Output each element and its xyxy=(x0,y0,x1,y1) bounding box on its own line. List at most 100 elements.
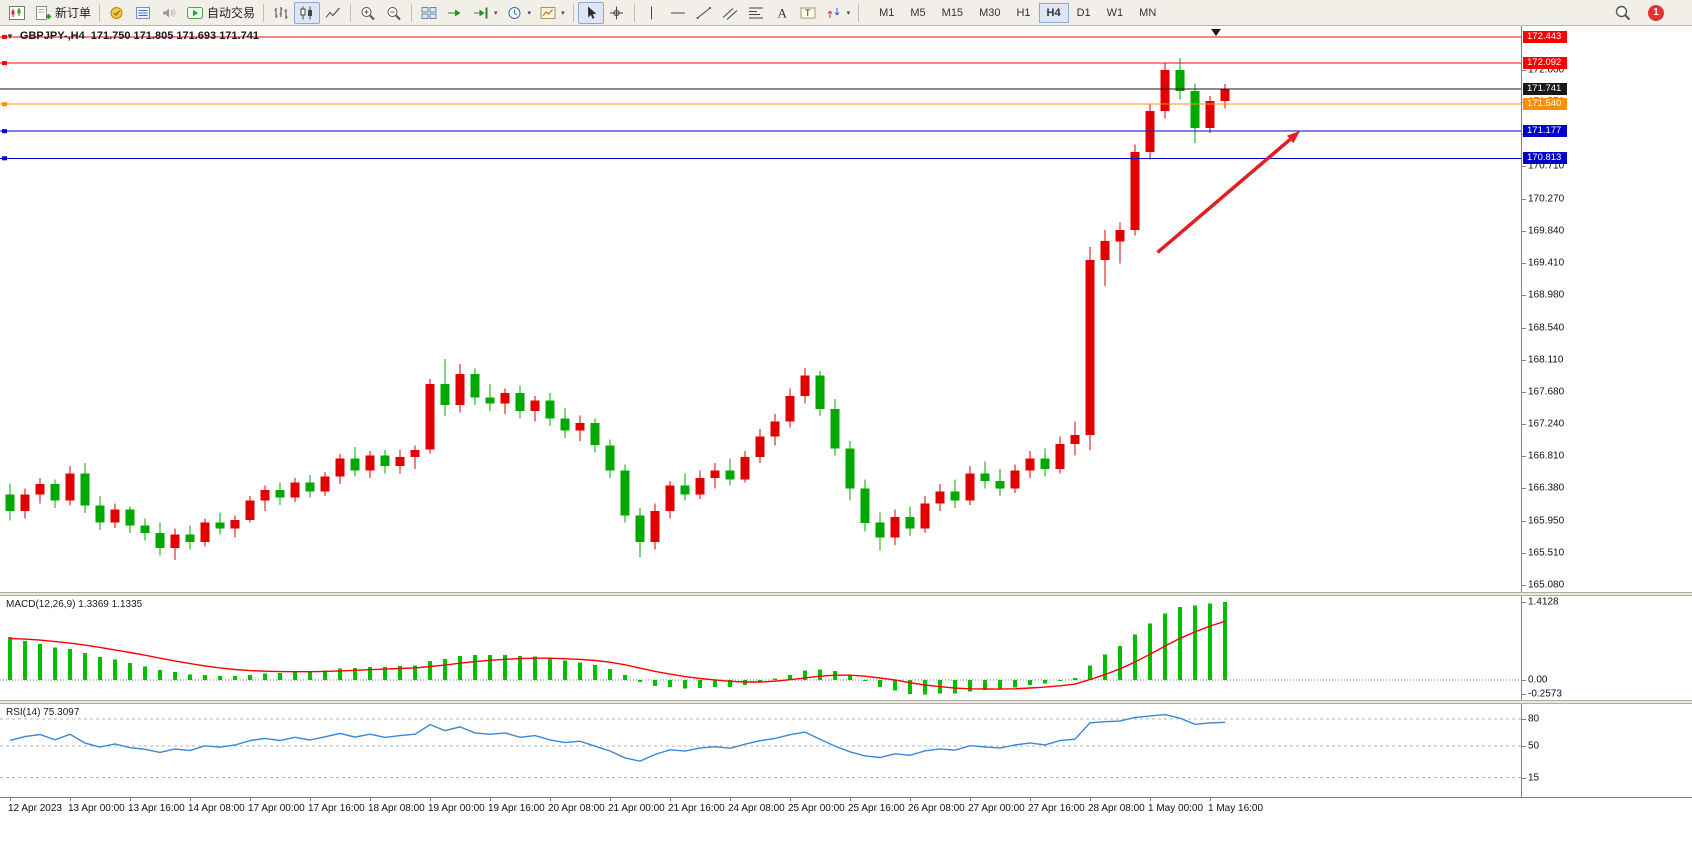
notification-badge[interactable]: 1 xyxy=(1648,4,1664,21)
cursor-icon[interactable] xyxy=(577,1,604,24)
search-icon xyxy=(1614,5,1632,21)
axis-tickmark xyxy=(1522,166,1526,167)
axis-tickmark xyxy=(1522,719,1526,721)
macd-histogram xyxy=(8,601,1227,695)
timeframe-mn[interactable]: MN xyxy=(1139,6,1157,19)
axis-tickmark xyxy=(1522,424,1526,426)
time-tick-label: 20 Apr 08:00 xyxy=(548,803,605,814)
axis-tick-label: 166.810 xyxy=(1528,450,1565,462)
price-axis: 172.000171.570171.140170.710170.270169.8… xyxy=(1521,26,1692,592)
rsi-panel-splitter[interactable] xyxy=(0,700,1692,704)
time-tickmark xyxy=(490,798,491,801)
macd-panel-splitter[interactable] xyxy=(0,592,1692,596)
vertical-line-icon[interactable] xyxy=(639,2,665,24)
horizontal-line-170.813[interactable] xyxy=(0,156,1521,161)
chart-window-icon[interactable] xyxy=(4,2,30,24)
chart-menu-icon[interactable]: ▼ xyxy=(6,31,14,41)
time-tickmark xyxy=(970,798,971,801)
text-icon[interactable]: A xyxy=(769,2,795,24)
autotrading-button[interactable]: 自动交易 xyxy=(182,2,259,24)
main-chart-plot[interactable]: ▼ GBPJPY-,H4 171.750 171.805 171.693 171… xyxy=(0,26,1521,592)
crosshair-icon xyxy=(608,5,626,21)
auto-scroll-icon[interactable] xyxy=(442,2,468,24)
horizontal-line-172.443[interactable] xyxy=(0,34,1521,39)
time-tickmark xyxy=(730,798,731,801)
time-tickmark xyxy=(1150,798,1151,801)
arrows-icon[interactable]: ▾ xyxy=(821,2,855,24)
autotrading-icon xyxy=(186,5,204,21)
fibonacci-icon[interactable] xyxy=(743,2,769,24)
new-order-button[interactable]: 新订单 xyxy=(30,2,95,24)
zoom-in-icon xyxy=(359,5,377,21)
price-line-badge: 171.177 xyxy=(1523,125,1567,138)
candlestick-chart-icon[interactable] xyxy=(294,1,321,24)
time-tick-label: 17 Apr 16:00 xyxy=(308,803,365,814)
axis-tickmark xyxy=(1522,488,1526,490)
axis-tick-label: 50 xyxy=(1528,740,1540,752)
time-tick-label: 26 Apr 08:00 xyxy=(908,803,965,814)
line-chart-icon[interactable] xyxy=(320,2,346,24)
new-order-icon xyxy=(34,5,52,21)
horizontal-line-172.092[interactable] xyxy=(0,61,1521,66)
axis-tickmark xyxy=(1522,746,1526,748)
trend-arrow[interactable] xyxy=(1156,131,1301,254)
svg-text:T: T xyxy=(805,8,811,18)
timeframe-m5[interactable]: M5 xyxy=(910,6,926,19)
time-tick-label: 27 Apr 16:00 xyxy=(1028,803,1085,814)
axis-tickmark xyxy=(1522,777,1526,779)
timeframe-m15[interactable]: M15 xyxy=(941,6,964,19)
axis-tick-label: 172.000 xyxy=(1528,64,1565,76)
tile-windows-icon[interactable] xyxy=(416,2,442,24)
time-axis[interactable]: 12 Apr 2023 13 Apr 00:00 13 Apr 16:00 14 Ap… xyxy=(0,797,1692,854)
chart-shift-marker[interactable] xyxy=(1211,29,1221,36)
timeframe-m30[interactable]: M30 xyxy=(979,6,1001,19)
rsi-axis: 80 50 15 xyxy=(1521,704,1692,797)
horizontal-line-171.177[interactable] xyxy=(0,129,1521,134)
bar-chart-icon[interactable] xyxy=(268,2,294,24)
time-tickmark xyxy=(1030,798,1031,801)
chart-shift-icon[interactable]: ▾ xyxy=(468,2,502,24)
channel-icon[interactable] xyxy=(717,2,743,24)
axis-tick-label: 167.680 xyxy=(1528,386,1565,398)
rsi-panel[interactable]: RSI(14) 75.3097 xyxy=(0,704,1521,797)
arrows-icon xyxy=(825,5,843,21)
axis-tick-label: 15 xyxy=(1528,772,1540,784)
sounds-icon[interactable] xyxy=(156,2,182,24)
toolbar-right: 1 xyxy=(1610,2,1688,24)
timeframe-h1[interactable]: H1 xyxy=(1016,6,1031,19)
dropdown-caret-icon: ▾ xyxy=(846,9,851,17)
horizontal-line-171.540[interactable] xyxy=(0,102,1521,107)
dropdown-caret-icon: ▾ xyxy=(494,9,498,17)
toolbar-separator xyxy=(633,3,635,22)
axis-tickmark xyxy=(1522,553,1526,555)
axis-tickmark xyxy=(1522,391,1526,393)
timeframe-w1[interactable]: W1 xyxy=(1106,6,1124,19)
horizontal-line-icon[interactable] xyxy=(665,2,691,24)
macd-panel[interactable]: MACD(12,26,9) 1.3369 1.1335 xyxy=(0,596,1521,700)
crosshair-icon[interactable] xyxy=(604,2,630,24)
time-tick-label: 14 Apr 08:00 xyxy=(188,803,245,814)
zoom-in-icon[interactable] xyxy=(355,2,381,24)
dropdown-caret-icon: ▾ xyxy=(527,9,532,17)
text-label-icon[interactable]: T xyxy=(795,2,821,24)
price-line-badge: 170.813 xyxy=(1523,152,1567,165)
current-price-badge: 171.741 xyxy=(1523,83,1567,96)
templates-icon[interactable]: ▾ xyxy=(535,2,569,24)
clock-icon[interactable]: ▾ xyxy=(502,2,536,24)
axis-tickmark xyxy=(1522,601,1526,603)
depth-of-market-icon[interactable] xyxy=(130,2,156,24)
axis-tickmark xyxy=(1522,294,1526,296)
trendline-icon[interactable] xyxy=(691,2,717,24)
zoom-out-icon[interactable] xyxy=(381,2,407,24)
axis-tick-label: 166.380 xyxy=(1528,482,1565,494)
time-tick-label: 1 May 16:00 xyxy=(1208,803,1264,814)
axis-tick-label: 80 xyxy=(1528,713,1540,725)
search-button[interactable] xyxy=(1610,2,1636,24)
time-tick-label: 25 Apr 16:00 xyxy=(848,803,905,814)
chart-shift-icon xyxy=(472,5,490,21)
time-tick-label: 27 Apr 00:00 xyxy=(968,803,1025,814)
timeframe-m1[interactable]: M1 xyxy=(879,6,895,19)
indicators-icon[interactable] xyxy=(104,2,130,24)
timeframe-h4[interactable]: H4 xyxy=(1038,2,1069,23)
timeframe-d1[interactable]: D1 xyxy=(1076,6,1091,19)
